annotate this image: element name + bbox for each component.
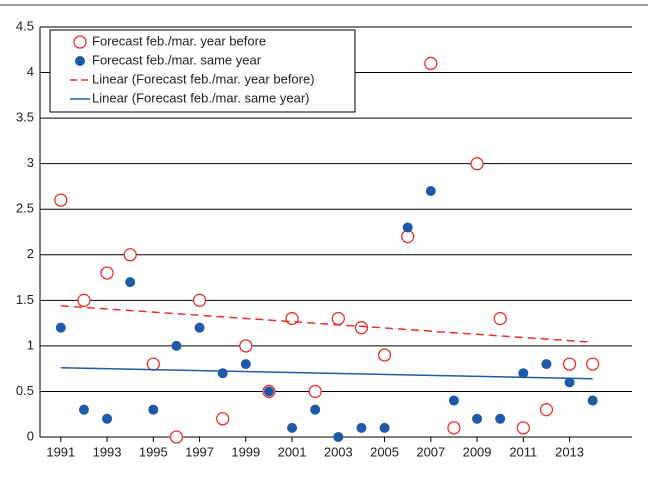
point [308, 384, 322, 399]
point [100, 266, 114, 280]
point [402, 222, 413, 233]
point [310, 404, 321, 415]
point [217, 368, 228, 379]
legend-label: Linear (Forecast feb./mar. same year) [92, 90, 309, 105]
point [102, 413, 113, 424]
point [333, 432, 344, 442]
point [562, 357, 577, 371]
legend-marker [75, 56, 85, 66]
x-tick-label: 1995 [139, 444, 168, 459]
point [424, 56, 438, 71]
y-tick-label: 4.5 [16, 18, 34, 33]
point [240, 359, 251, 370]
point [77, 293, 91, 307]
point [54, 193, 68, 207]
y-tick-label: 3 [27, 155, 34, 170]
y-tick-label: 1.5 [16, 292, 34, 307]
x-tick-label: 1991 [46, 444, 75, 459]
trend-line [60, 367, 593, 380]
x-tick-label: 2007 [416, 444, 445, 459]
point [518, 368, 529, 379]
point [125, 277, 136, 288]
point [539, 403, 554, 417]
point [447, 421, 461, 435]
point [192, 293, 207, 307]
point [377, 348, 392, 362]
x-tick-label: 1999 [231, 444, 260, 459]
point [587, 395, 598, 406]
point [448, 395, 459, 406]
x-tick-label: 2001 [278, 444, 307, 459]
y-tick-label: 1 [27, 337, 34, 352]
point [263, 386, 274, 397]
point [472, 413, 483, 424]
point [541, 359, 552, 370]
point [425, 186, 436, 196]
point [586, 357, 600, 371]
point [194, 322, 205, 333]
y-tick-label: 2 [27, 246, 34, 261]
point [78, 404, 89, 415]
point [331, 311, 345, 326]
point [216, 412, 230, 426]
point [470, 157, 484, 171]
point [379, 422, 390, 433]
point [516, 421, 530, 435]
point [285, 311, 299, 326]
point [171, 340, 182, 351]
y-tick-label: 2.5 [16, 201, 34, 216]
x-tick-label: 1993 [93, 444, 122, 459]
x-tick-label: 2009 [463, 444, 492, 459]
point [493, 311, 507, 326]
x-tick-label: 2005 [370, 444, 399, 459]
point [239, 339, 253, 353]
point [354, 321, 369, 335]
y-tick-label: 3.5 [16, 110, 34, 125]
y-tick-label: 4 [27, 64, 34, 79]
x-tick-label: 2003 [324, 444, 353, 459]
legend-box [49, 29, 356, 113]
x-tick-label: 2013 [555, 444, 584, 459]
point [55, 322, 66, 333]
point [148, 404, 159, 415]
legend-label: Linear (Forecast feb./mar. year before) [92, 71, 315, 86]
point [287, 422, 298, 433]
legend-marker [73, 35, 87, 49]
y-tick-label: 0.5 [16, 383, 34, 398]
legend-label: Forecast feb./mar. same year [92, 52, 262, 67]
legend-label: Forecast feb./mar. year before [92, 33, 266, 48]
point [564, 377, 575, 388]
point [495, 413, 506, 424]
trend-line [60, 305, 593, 343]
x-tick-label: 1997 [185, 444, 214, 459]
point [146, 357, 160, 371]
point [169, 430, 184, 444]
point [123, 248, 137, 262]
y-tick-label: 0 [27, 428, 34, 443]
x-tick-label: 2011 [509, 444, 537, 459]
point [356, 422, 367, 433]
